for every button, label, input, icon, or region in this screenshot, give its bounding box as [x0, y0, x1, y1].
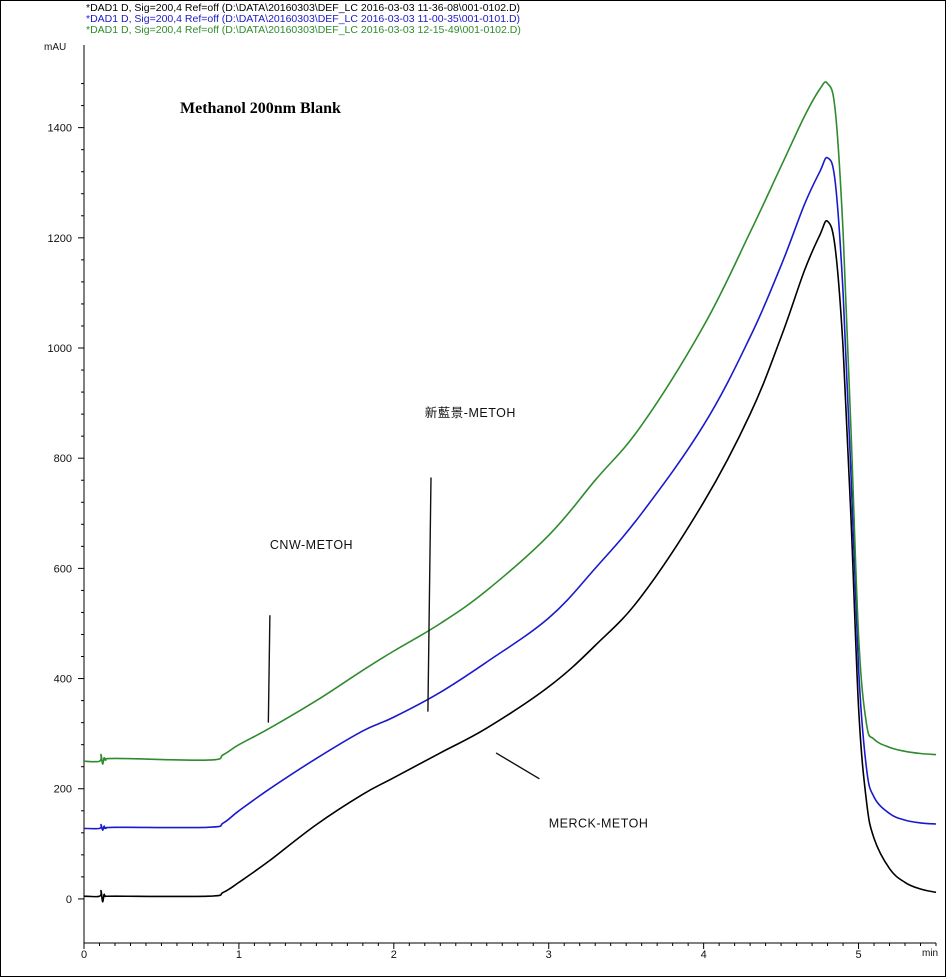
y-tick-label: 200	[54, 784, 72, 796]
y-tick-label: 400	[54, 674, 72, 686]
annotation-pointer	[267, 615, 271, 723]
annotation-label: CNW-METOH	[270, 538, 353, 552]
annotation-pointer	[427, 477, 432, 712]
x-tick-label: 3	[546, 949, 552, 961]
series-line-3	[83, 81, 937, 765]
legend: *DAD1 D, Sig=200,4 Ref=off (D:\DATA\2016…	[86, 2, 521, 36]
legend-entry: *DAD1 D, Sig=200,4 Ref=off (D:\DATA\2016…	[86, 2, 520, 14]
series-line-1	[83, 220, 937, 903]
annotation-group: CNW-METOH 新藍景-METOH MERCK-METOH	[270, 405, 649, 830]
axes: 0 200 400 600 800 1000 1200 1400 0 1 2 3 4 5	[48, 45, 937, 961]
y-tick-label: 600	[54, 563, 72, 575]
x-tick-label: 4	[701, 949, 707, 961]
x-tick-label: 5	[855, 949, 861, 961]
legend-entry: *DAD1 D, Sig=200,4 Ref=off (D:\DATA\2016…	[86, 13, 520, 25]
x-tick-label: 0	[81, 949, 87, 961]
series-group	[83, 81, 937, 903]
y-tick-label: 800	[54, 453, 72, 465]
chart-title: Methanol 200nm Blank	[180, 100, 341, 117]
y-tick-label: 1000	[48, 343, 72, 355]
x-axis-unit: min	[922, 948, 938, 959]
y-axis-unit: mAU	[44, 42, 66, 53]
legend-entry: *DAD1 D, Sig=200,4 Ref=off (D:\DATA\2016…	[86, 24, 521, 36]
annotation-label: 新藍景-METOH	[425, 405, 516, 420]
marker-group	[267, 477, 540, 780]
series-line-2	[83, 156, 937, 831]
y-tick-label: 1400	[48, 123, 72, 135]
y-tick-label: 1200	[48, 233, 72, 245]
annotation-pointer	[495, 752, 540, 780]
annotation-label: MERCK-METOH	[549, 816, 649, 830]
y-tick-label: 0	[66, 894, 72, 906]
x-tick-label: 2	[391, 949, 397, 961]
x-tick-label: 1	[236, 949, 242, 961]
